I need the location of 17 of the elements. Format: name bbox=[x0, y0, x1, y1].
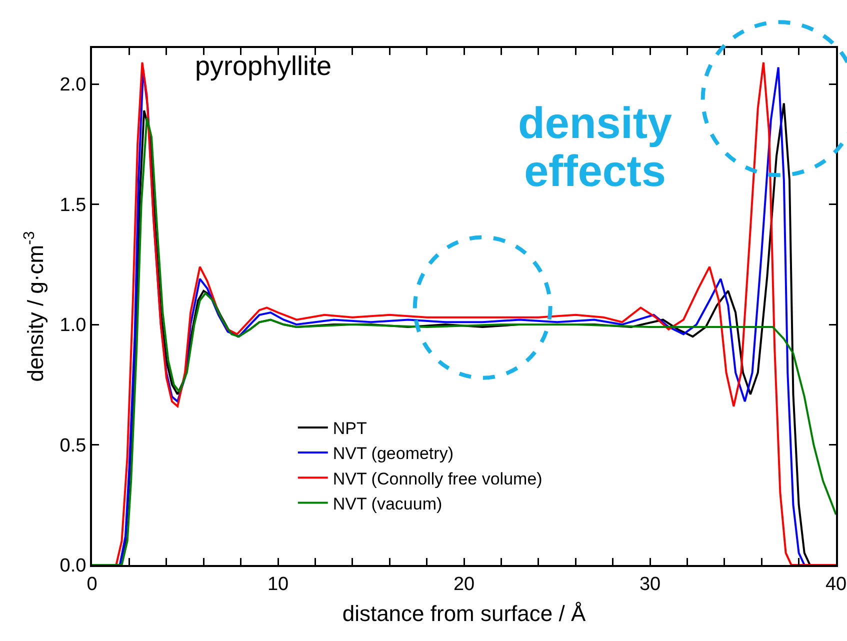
x-axis-title: distance from surface / Å bbox=[342, 601, 586, 626]
annotation: density effects bbox=[516, 99, 674, 197]
y-tick-label: 0.0 bbox=[60, 556, 86, 577]
legend-label: NVT (geometry) bbox=[332, 444, 454, 464]
x-tick-label: 20 bbox=[453, 574, 475, 595]
legend-label: NVT (Connolly free volume) bbox=[332, 469, 542, 488]
y-tick-label: 2.0 bbox=[60, 74, 86, 96]
legend-label: NPT bbox=[332, 419, 367, 438]
x-tick-label: 30 bbox=[639, 574, 661, 595]
x-tick-label: 40 bbox=[825, 574, 847, 595]
legend-label: NVT (vacuum) bbox=[332, 494, 442, 514]
y-tick-label: 1.5 bbox=[60, 194, 86, 216]
y-tick-label: 1.0 bbox=[60, 315, 86, 336]
annotation: pyrophyllite bbox=[195, 51, 333, 82]
x-tick-label: 0 bbox=[86, 574, 98, 595]
x-tick-label: 10 bbox=[267, 574, 289, 595]
y-tick-label: 0.5 bbox=[60, 435, 86, 456]
